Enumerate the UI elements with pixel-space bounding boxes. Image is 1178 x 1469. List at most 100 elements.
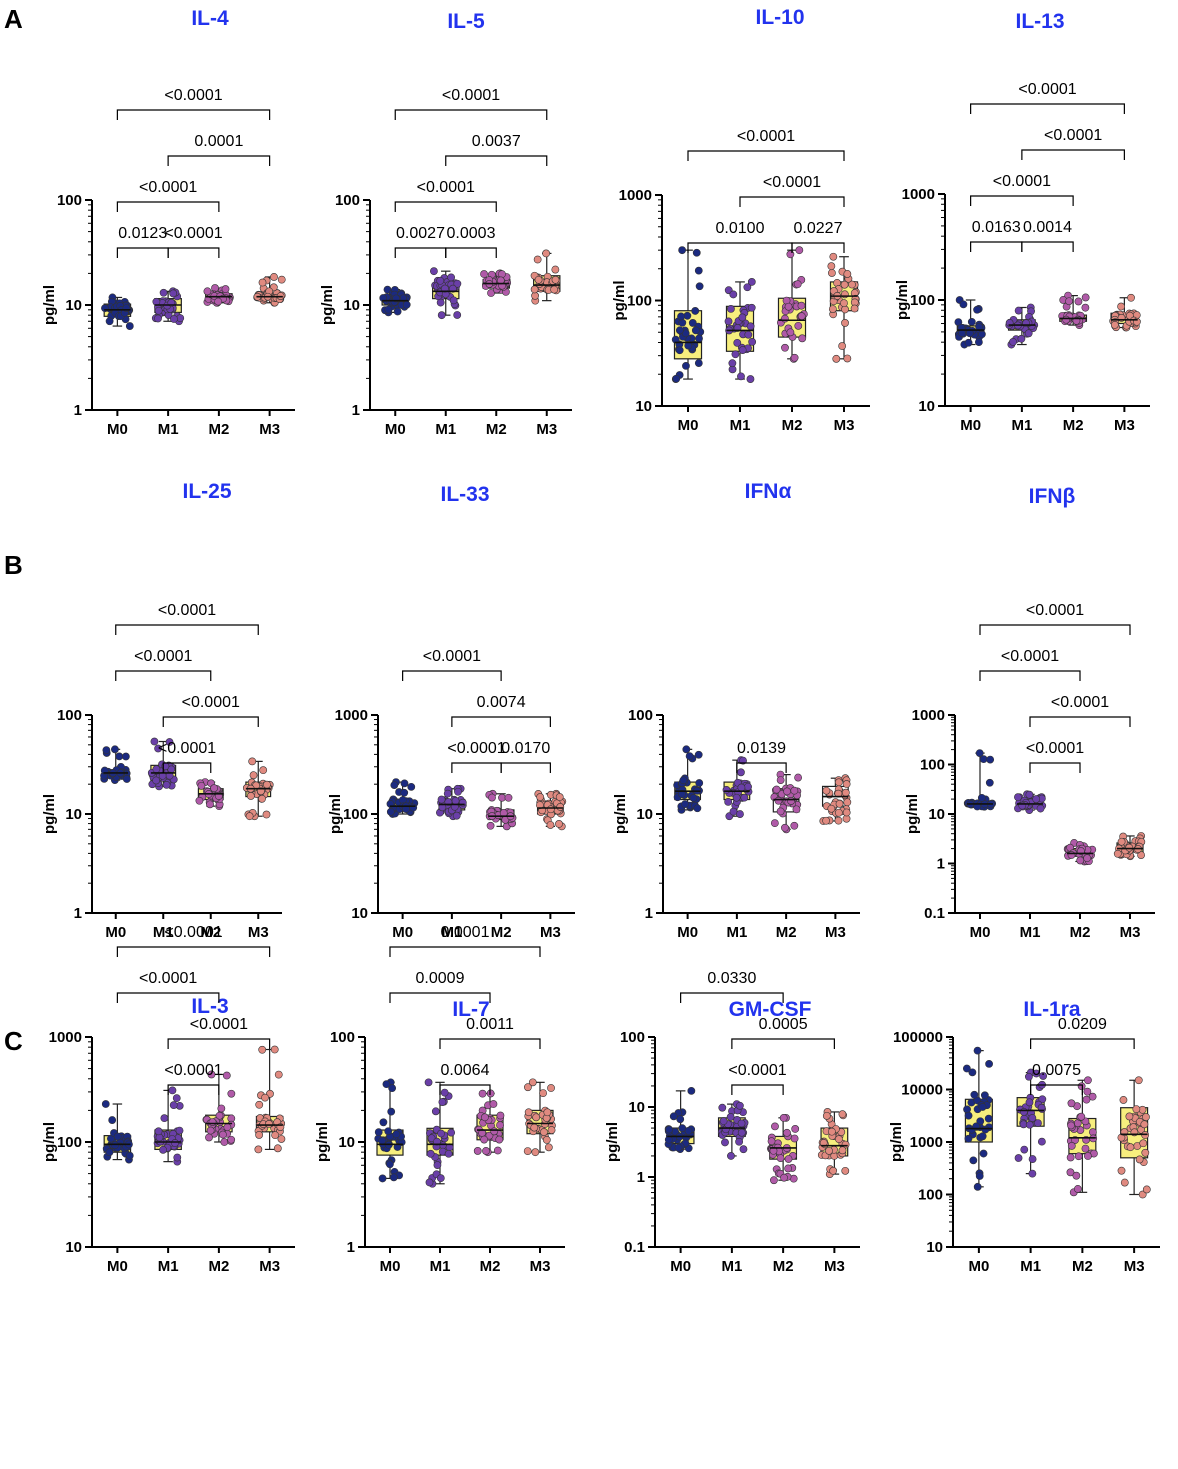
bracket-line bbox=[979, 670, 1081, 681]
data-point bbox=[786, 328, 795, 337]
data-point bbox=[1125, 1112, 1134, 1121]
data-point bbox=[453, 279, 462, 288]
data-point bbox=[387, 1107, 396, 1116]
y-tick-label: 10 bbox=[918, 398, 935, 415]
x-tick-label: M2 bbox=[486, 421, 507, 438]
significance-bracket: <0.0001 bbox=[115, 648, 212, 681]
bracket-line bbox=[162, 762, 212, 773]
x-tick-label: M1 bbox=[1020, 1258, 1041, 1275]
p-value-label: <0.0001 bbox=[164, 1062, 222, 1079]
data-point bbox=[842, 808, 851, 817]
data-point bbox=[748, 337, 757, 346]
data-point bbox=[985, 778, 994, 787]
x-tick-label: M3 bbox=[834, 417, 855, 434]
p-value-label: 0.0163 bbox=[972, 219, 1021, 236]
data-point bbox=[254, 1145, 263, 1154]
data-point bbox=[776, 807, 785, 816]
data-point bbox=[682, 745, 691, 754]
box-m3 bbox=[819, 774, 852, 825]
data-point bbox=[447, 273, 455, 282]
p-value-label: <0.0001 bbox=[158, 602, 216, 619]
data-point bbox=[271, 1131, 280, 1140]
bracket-line bbox=[979, 624, 1131, 635]
box-m2 bbox=[473, 1089, 505, 1157]
y-tick-label: 1 bbox=[645, 905, 653, 922]
y-tick-label: 1000 bbox=[49, 1029, 82, 1046]
data-point bbox=[485, 1131, 494, 1140]
box-m1 bbox=[436, 784, 467, 821]
bracket-line bbox=[451, 716, 551, 727]
significance-bracket: 0.0009 bbox=[389, 970, 491, 1003]
data-point bbox=[407, 782, 416, 791]
data-point bbox=[152, 765, 161, 774]
data-point bbox=[737, 783, 746, 792]
x-tick-label: M1 bbox=[158, 1258, 179, 1275]
box-m0 bbox=[671, 246, 705, 383]
data-point bbox=[781, 823, 789, 832]
data-point bbox=[678, 1124, 687, 1133]
box-m0 bbox=[386, 778, 419, 818]
p-value-label: <0.0001 bbox=[164, 225, 222, 242]
data-point bbox=[437, 311, 446, 320]
data-point bbox=[154, 306, 163, 315]
bracket-line bbox=[970, 241, 1023, 252]
data-point bbox=[536, 793, 545, 801]
significance-bracket: <0.0001 bbox=[979, 602, 1131, 635]
data-point bbox=[738, 313, 747, 322]
data-point bbox=[170, 315, 178, 323]
x-tick-label: M2 bbox=[491, 924, 512, 941]
data-point bbox=[171, 1139, 179, 1147]
data-point bbox=[425, 1178, 434, 1187]
data-point bbox=[737, 372, 745, 381]
data-point bbox=[210, 784, 219, 793]
box-m0 bbox=[962, 1046, 993, 1191]
data-point bbox=[542, 249, 551, 258]
x-tick-label: M2 bbox=[773, 1258, 794, 1275]
significance-bracket: <0.0001 bbox=[1029, 694, 1131, 727]
data-point bbox=[841, 788, 850, 797]
data-point bbox=[770, 819, 779, 828]
data-point bbox=[979, 1149, 988, 1158]
y-tick-label: 1000 bbox=[902, 186, 935, 203]
data-point bbox=[834, 808, 843, 817]
data-point bbox=[786, 250, 795, 259]
chart-ifn-: IFNα 1 10 100 pg/ml M0 M1 M2 M3 0.0139 bbox=[612, 480, 860, 941]
x-tick-label: M2 bbox=[200, 924, 221, 941]
y-tick-label: 100 bbox=[918, 1187, 943, 1204]
data-point bbox=[1117, 1166, 1126, 1175]
data-point bbox=[436, 1174, 445, 1183]
x-tick-label: M3 bbox=[1124, 1258, 1145, 1275]
data-point bbox=[258, 794, 266, 803]
data-point bbox=[478, 1089, 487, 1098]
p-value-label: <0.0001 bbox=[139, 970, 197, 987]
bracket-line bbox=[389, 946, 541, 957]
data-point bbox=[672, 374, 681, 383]
data-point bbox=[261, 1093, 269, 1102]
data-point bbox=[489, 1100, 498, 1108]
data-point bbox=[555, 793, 564, 801]
data-point bbox=[794, 321, 803, 330]
data-point bbox=[389, 1173, 398, 1182]
data-point bbox=[206, 800, 214, 809]
data-point bbox=[173, 1153, 182, 1162]
p-value-label: <0.0001 bbox=[423, 648, 481, 665]
y-axis-label: pg/ml bbox=[319, 285, 336, 325]
data-point bbox=[248, 757, 257, 766]
chart-title: IL-13 bbox=[1015, 10, 1064, 33]
y-tick-label: 10 bbox=[926, 1239, 943, 1256]
box-m0 bbox=[101, 293, 134, 330]
data-point bbox=[838, 342, 847, 350]
data-point bbox=[842, 780, 851, 788]
data-point bbox=[850, 304, 859, 313]
y-axis-label: pg/ml bbox=[611, 281, 628, 321]
y-tick-label: 100 bbox=[620, 1029, 645, 1046]
data-point bbox=[1135, 1155, 1144, 1164]
data-point bbox=[722, 786, 731, 794]
y-tick-label: 1000 bbox=[912, 707, 945, 724]
data-point bbox=[674, 1143, 683, 1152]
data-point bbox=[438, 1098, 447, 1106]
data-point bbox=[822, 1111, 831, 1120]
bracket-line bbox=[451, 762, 502, 773]
data-point bbox=[770, 1176, 778, 1185]
data-point bbox=[384, 1127, 393, 1136]
